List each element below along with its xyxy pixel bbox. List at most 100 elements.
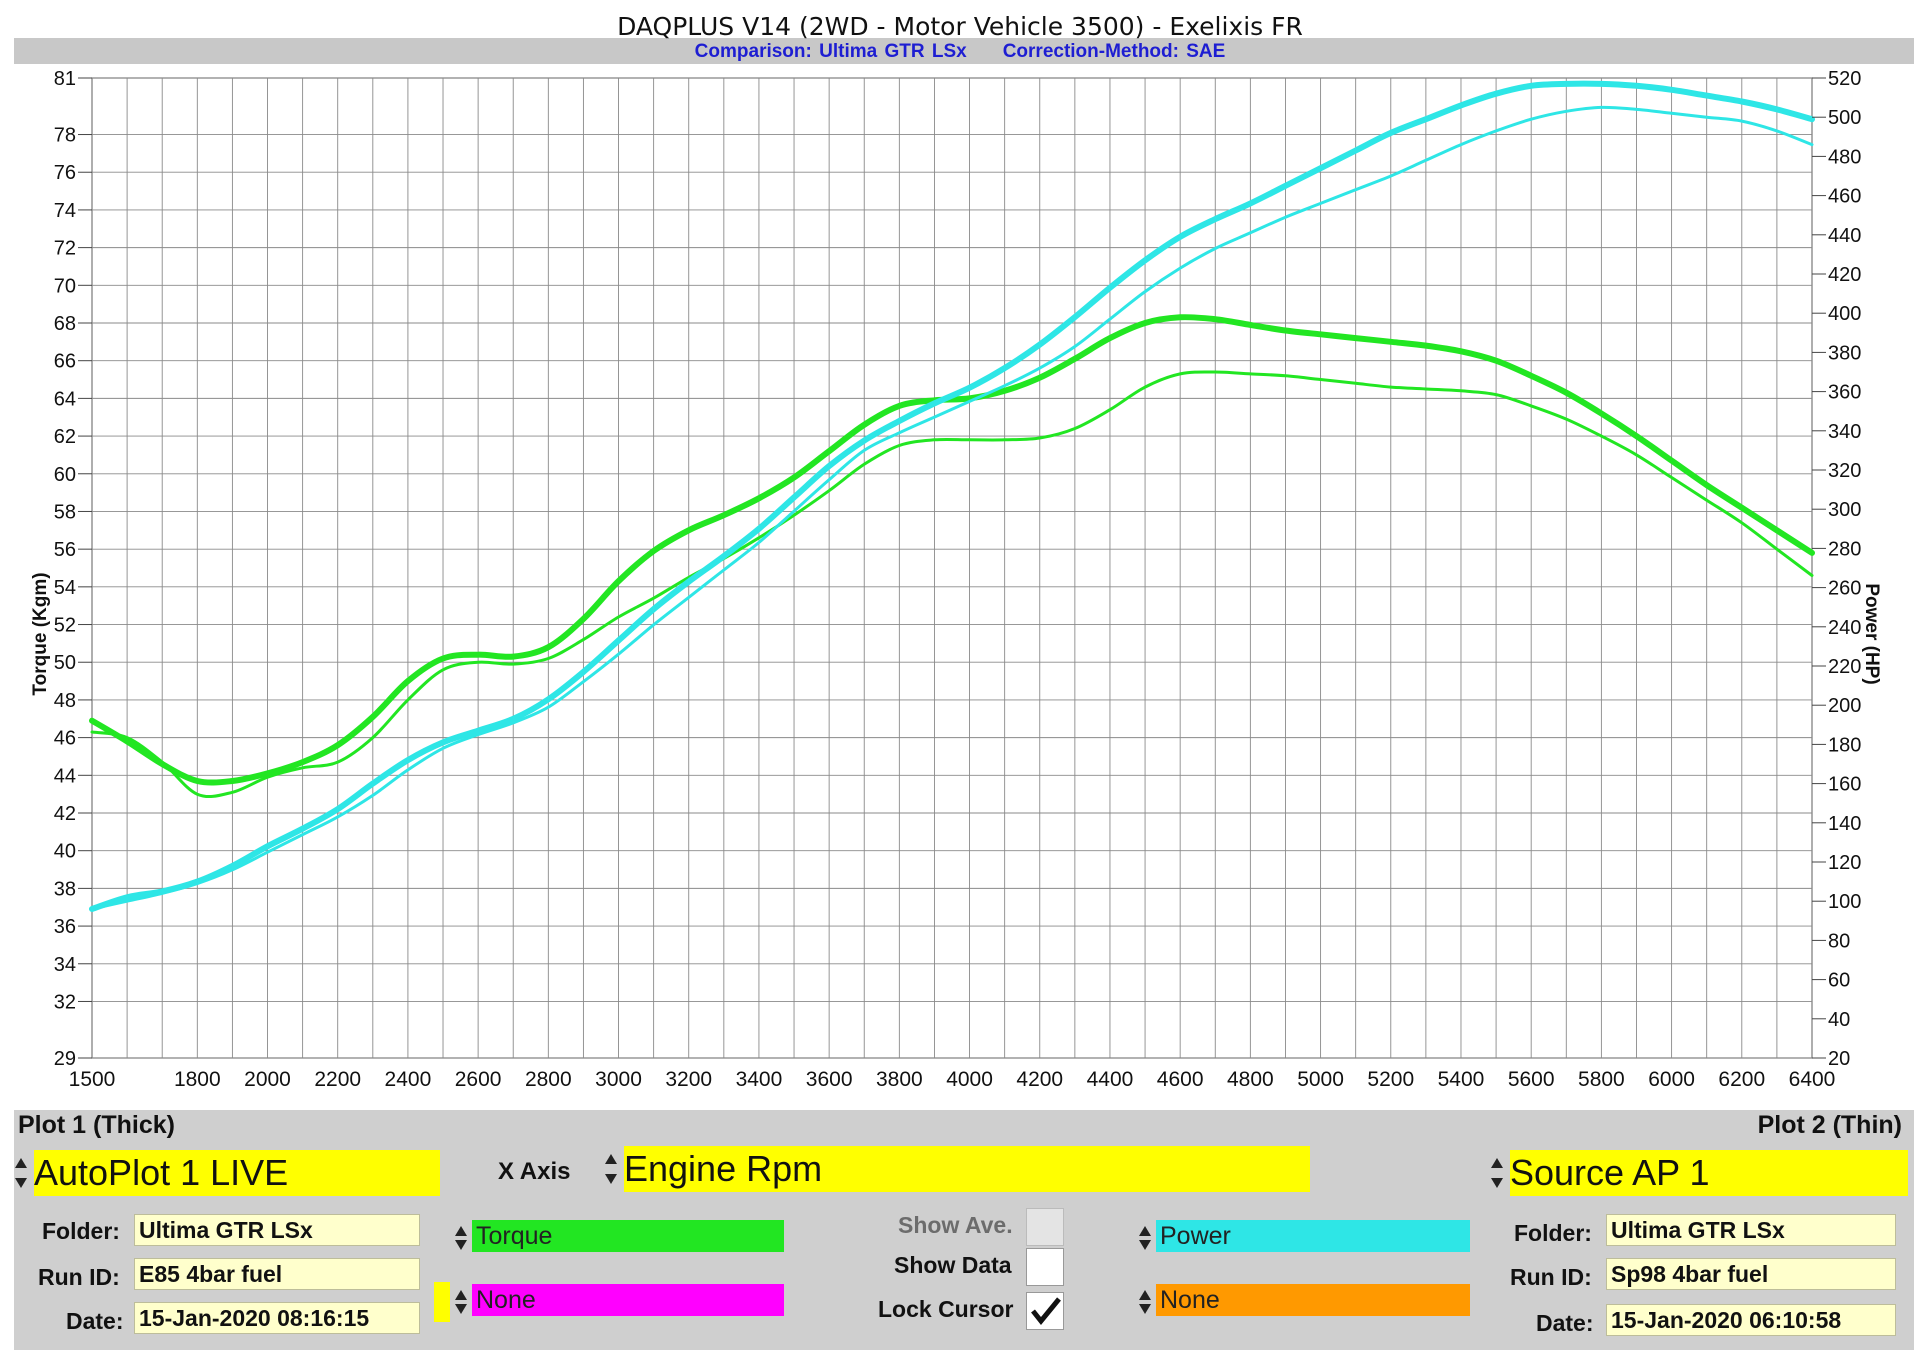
x-tick-label: 4000 [946,1068,993,1091]
x-tick-label: 5400 [1438,1068,1485,1091]
y2-tick-label: 500 [1828,107,1861,129]
show-ave-checkbox[interactable] [1026,1208,1064,1246]
channel3-select[interactable]: Power [1156,1220,1470,1252]
y2-tick-label: 400 [1828,303,1861,325]
x-tick-label: 5200 [1367,1068,1414,1091]
x-tick-label: 3800 [876,1068,923,1091]
xaxis-spinner[interactable] [604,1148,618,1190]
plot1-spinner[interactable] [14,1152,28,1194]
y-tick-label: 56 [54,539,76,561]
y2-tick-label: 100 [1828,891,1861,913]
y2-tick-label: 40 [1828,1009,1850,1031]
y-tick-label: 52 [54,615,76,637]
correction-label: Correction-Method: SAE [1002,41,1226,62]
yellow-marker [434,1282,450,1322]
x-tick-label: 2800 [525,1068,572,1091]
channel1-spinner[interactable] [454,1220,468,1256]
y-tick-label: 64 [54,388,76,410]
chart-subtitle: Comparison: Ultima GTR LSx Correction-Met… [0,41,1920,63]
y-tick-label: 38 [54,878,76,900]
channel3-spinner[interactable] [1138,1220,1152,1256]
y2-tick-label: 280 [1828,538,1861,560]
y-tick-label: 32 [54,991,76,1013]
y-tick-label: 78 [54,125,76,147]
y-tick-label: 70 [54,275,76,297]
x-tick-label: 5000 [1297,1068,1344,1091]
y-tick-label: 48 [54,690,76,712]
plot1-folder-field[interactable]: Ultima GTR LSx [134,1214,420,1246]
series-line-2 [89,80,1815,912]
plot1-date-field[interactable]: 15-Jan-2020 08:16:15 [134,1302,420,1334]
y2-tick-label: 460 [1828,186,1861,208]
x-tick-label: 6000 [1648,1068,1695,1091]
control-panel: Plot 1 (Thick) Plot 2 (Thin) AutoPlot 1 … [14,1110,1914,1350]
x-tick-label: 6200 [1718,1068,1765,1091]
plot1-folder-label: Folder: [42,1218,120,1244]
plot2-folder-label: Folder: [1514,1220,1592,1246]
plot2-source-select[interactable]: Source AP 1 [1510,1150,1908,1196]
y2-tick-label: 80 [1828,930,1850,952]
plot1-source-select[interactable]: AutoPlot 1 LIVE [34,1150,440,1196]
y2-tick-label: 320 [1828,460,1861,482]
xaxis-select[interactable]: Engine Rpm [624,1146,1310,1192]
chart-axes: 1500 1800 2000 2200 2400 2600 2800 3000 3200 3400… [54,68,1862,1091]
plot2-runid-field[interactable]: Sp98 4bar fuel [1606,1258,1896,1290]
y2-tick-label: 140 [1828,813,1861,835]
y2-tick-label: 200 [1828,695,1861,717]
y-tick-label: 74 [54,200,76,222]
plot2-label: Plot 2 (Thin) [1757,1111,1902,1139]
x-tick-label: 2000 [244,1068,291,1091]
chart-series [89,80,1815,912]
y2-tick-label: 120 [1828,852,1861,874]
comparison-label: Comparison: Ultima GTR LSx [694,41,967,62]
y-tick-label: 62 [54,426,76,448]
y2-tick-label: 420 [1828,264,1861,286]
xaxis-label: X Axis [498,1158,571,1185]
y2-tick-label: 160 [1828,774,1861,796]
show-ave-label: Show Ave. [898,1212,1013,1238]
channel2-select[interactable]: None [472,1284,784,1316]
x-tick-label: 4600 [1157,1068,1204,1091]
y-tick-label: 72 [54,238,76,260]
y-tick-label: 68 [54,313,76,335]
y-tick-label: 66 [54,351,76,373]
y2-tick-label: 520 [1828,68,1861,90]
plot1-runid-field[interactable]: E85 4bar fuel [134,1258,420,1290]
show-data-checkbox[interactable] [1026,1248,1064,1286]
y2-tick-label: 300 [1828,499,1861,521]
y-tick-label: 76 [54,162,76,184]
x-tick-label: 3200 [665,1068,712,1091]
plot2-runid-label: Run ID: [1510,1264,1592,1290]
channel4-spinner[interactable] [1138,1284,1152,1320]
lock-cursor-checkbox[interactable] [1026,1292,1064,1330]
y2-tick-label: 260 [1828,578,1861,600]
series-line-0 [89,314,1815,786]
chart-grid [91,77,1813,1059]
y-tick-label: 54 [54,577,76,599]
plot1-label: Plot 1 (Thick) [18,1111,175,1139]
x-tick-label: 1500 [69,1068,116,1091]
channel4-select[interactable]: None [1156,1284,1470,1316]
checkmark-icon [1031,1297,1061,1325]
x-tick-label: 5800 [1578,1068,1625,1091]
channel2-spinner[interactable] [454,1284,468,1320]
plot-area [91,77,1813,1059]
y-tick-label: 44 [54,765,76,787]
y2-tick-label: 380 [1828,342,1861,364]
plot2-spinner[interactable] [1490,1152,1504,1194]
plot2-date-field[interactable]: 15-Jan-2020 06:10:58 [1606,1304,1896,1336]
x-tick-label: 4200 [1016,1068,1063,1091]
y2-tick-label: 440 [1828,225,1861,247]
y2-tick-label: 340 [1828,421,1861,443]
y2-tick-label: 240 [1828,617,1861,639]
channel1-select[interactable]: Torque [472,1220,784,1252]
x-tick-label: 2400 [385,1068,432,1091]
y-tick-label: 36 [54,916,76,938]
y-axis-label: Torque (Kgm) [30,572,51,695]
x-tick-label: 6400 [1789,1068,1836,1091]
plot1-date-label: Date: [66,1308,124,1334]
x-tick-label: 4400 [1087,1068,1134,1091]
y2-tick-label: 220 [1828,656,1861,678]
plot2-folder-field[interactable]: Ultima GTR LSx [1606,1214,1896,1246]
header-bar [14,38,1914,64]
